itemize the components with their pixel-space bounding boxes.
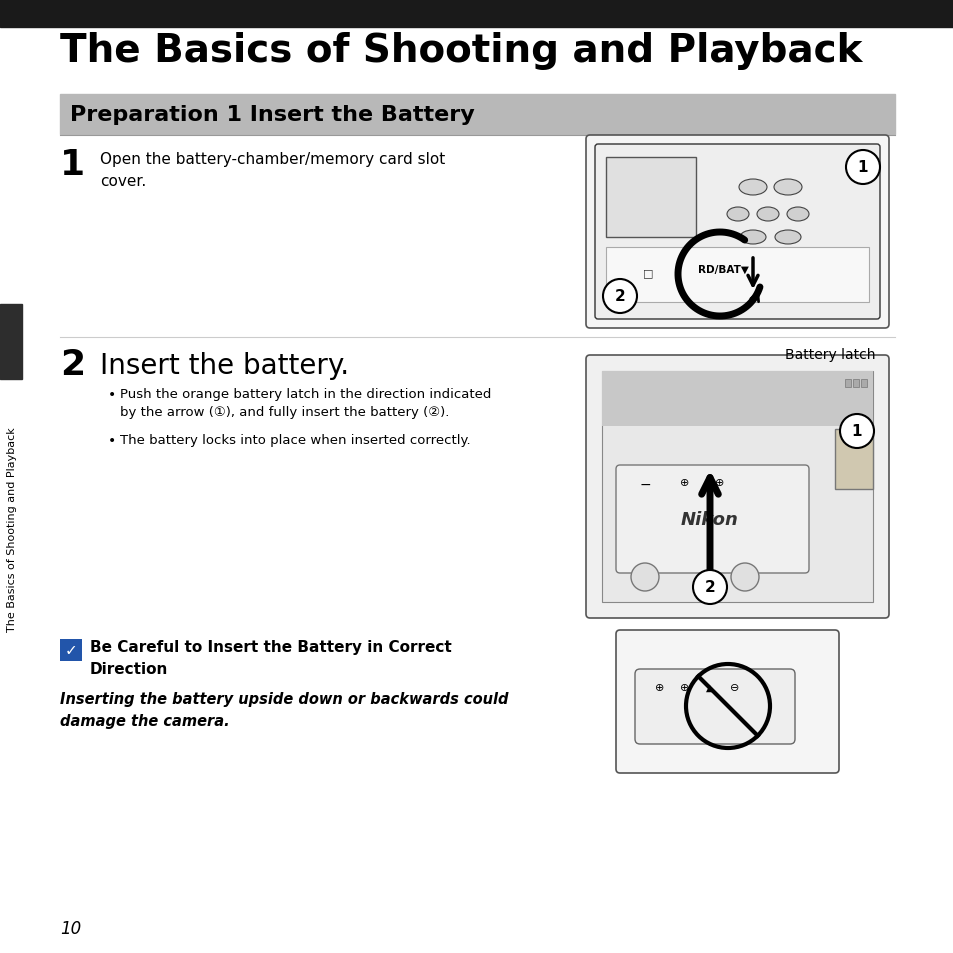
Text: □: □ (642, 268, 653, 277)
Bar (605, 158, 696, 237)
Text: RD/BAT▼: RD/BAT▼ (698, 265, 748, 274)
Text: •: • (108, 434, 116, 448)
Text: Be Careful to Insert the Battery in Correct
Direction: Be Careful to Insert the Battery in Corr… (90, 639, 452, 677)
Bar (60, 639, 82, 661)
FancyBboxPatch shape (635, 669, 794, 744)
Text: 1: 1 (851, 424, 862, 439)
Text: Inserting the battery upside down or backwards could
damage the camera.: Inserting the battery upside down or bac… (60, 691, 508, 728)
FancyBboxPatch shape (585, 136, 888, 329)
Text: 2: 2 (704, 579, 715, 595)
Text: ⊕: ⊕ (679, 477, 689, 488)
Ellipse shape (773, 180, 801, 195)
Text: 1: 1 (857, 160, 867, 175)
Text: 10: 10 (60, 919, 81, 937)
Text: ▲: ▲ (705, 682, 713, 692)
Text: ⊕: ⊕ (715, 477, 724, 488)
Ellipse shape (774, 231, 801, 245)
Text: The Basics of Shooting and Playback: The Basics of Shooting and Playback (7, 427, 17, 632)
Text: ⊕: ⊕ (679, 682, 689, 692)
Text: The battery locks into place when inserted correctly.: The battery locks into place when insert… (120, 434, 470, 447)
Bar (844, 379, 850, 388)
Ellipse shape (786, 208, 808, 222)
Bar (601, 372, 872, 602)
Text: Insert the battery.: Insert the battery. (100, 352, 349, 379)
Ellipse shape (726, 208, 748, 222)
Text: Battery latch: Battery latch (784, 348, 875, 361)
Ellipse shape (739, 180, 766, 195)
Bar (834, 430, 872, 490)
Bar (605, 248, 868, 303)
Bar (861, 379, 866, 388)
Bar (0, 305, 22, 379)
Circle shape (730, 563, 759, 592)
Text: −: − (639, 477, 650, 492)
Circle shape (845, 151, 879, 185)
Circle shape (630, 563, 659, 592)
Bar (60, 95, 894, 135)
Text: 1: 1 (60, 148, 85, 182)
FancyBboxPatch shape (585, 355, 888, 618)
Bar (0, 0, 953, 28)
Text: Preparation 1 Insert the Battery: Preparation 1 Insert the Battery (70, 105, 475, 125)
FancyBboxPatch shape (616, 630, 838, 773)
Circle shape (692, 571, 726, 604)
Text: ⊕: ⊕ (655, 682, 664, 692)
Text: ⊖: ⊖ (730, 682, 739, 692)
Text: •: • (108, 388, 116, 401)
Circle shape (840, 415, 873, 449)
Bar (601, 372, 872, 427)
Text: Nikon: Nikon (680, 511, 739, 529)
Text: ✓: ✓ (65, 643, 77, 658)
Ellipse shape (740, 231, 765, 245)
Ellipse shape (757, 208, 779, 222)
Text: 2: 2 (60, 348, 85, 381)
Text: Push the orange battery latch in the direction indicated
by the arrow (①), and f: Push the orange battery latch in the dir… (120, 388, 491, 418)
Bar (852, 379, 858, 388)
Text: The Basics of Shooting and Playback: The Basics of Shooting and Playback (60, 32, 862, 70)
FancyBboxPatch shape (595, 145, 879, 319)
Text: 2: 2 (614, 289, 625, 304)
FancyBboxPatch shape (616, 465, 808, 574)
Circle shape (602, 280, 637, 314)
Text: Open the battery-chamber/memory card slot
cover.: Open the battery-chamber/memory card slo… (100, 152, 445, 189)
